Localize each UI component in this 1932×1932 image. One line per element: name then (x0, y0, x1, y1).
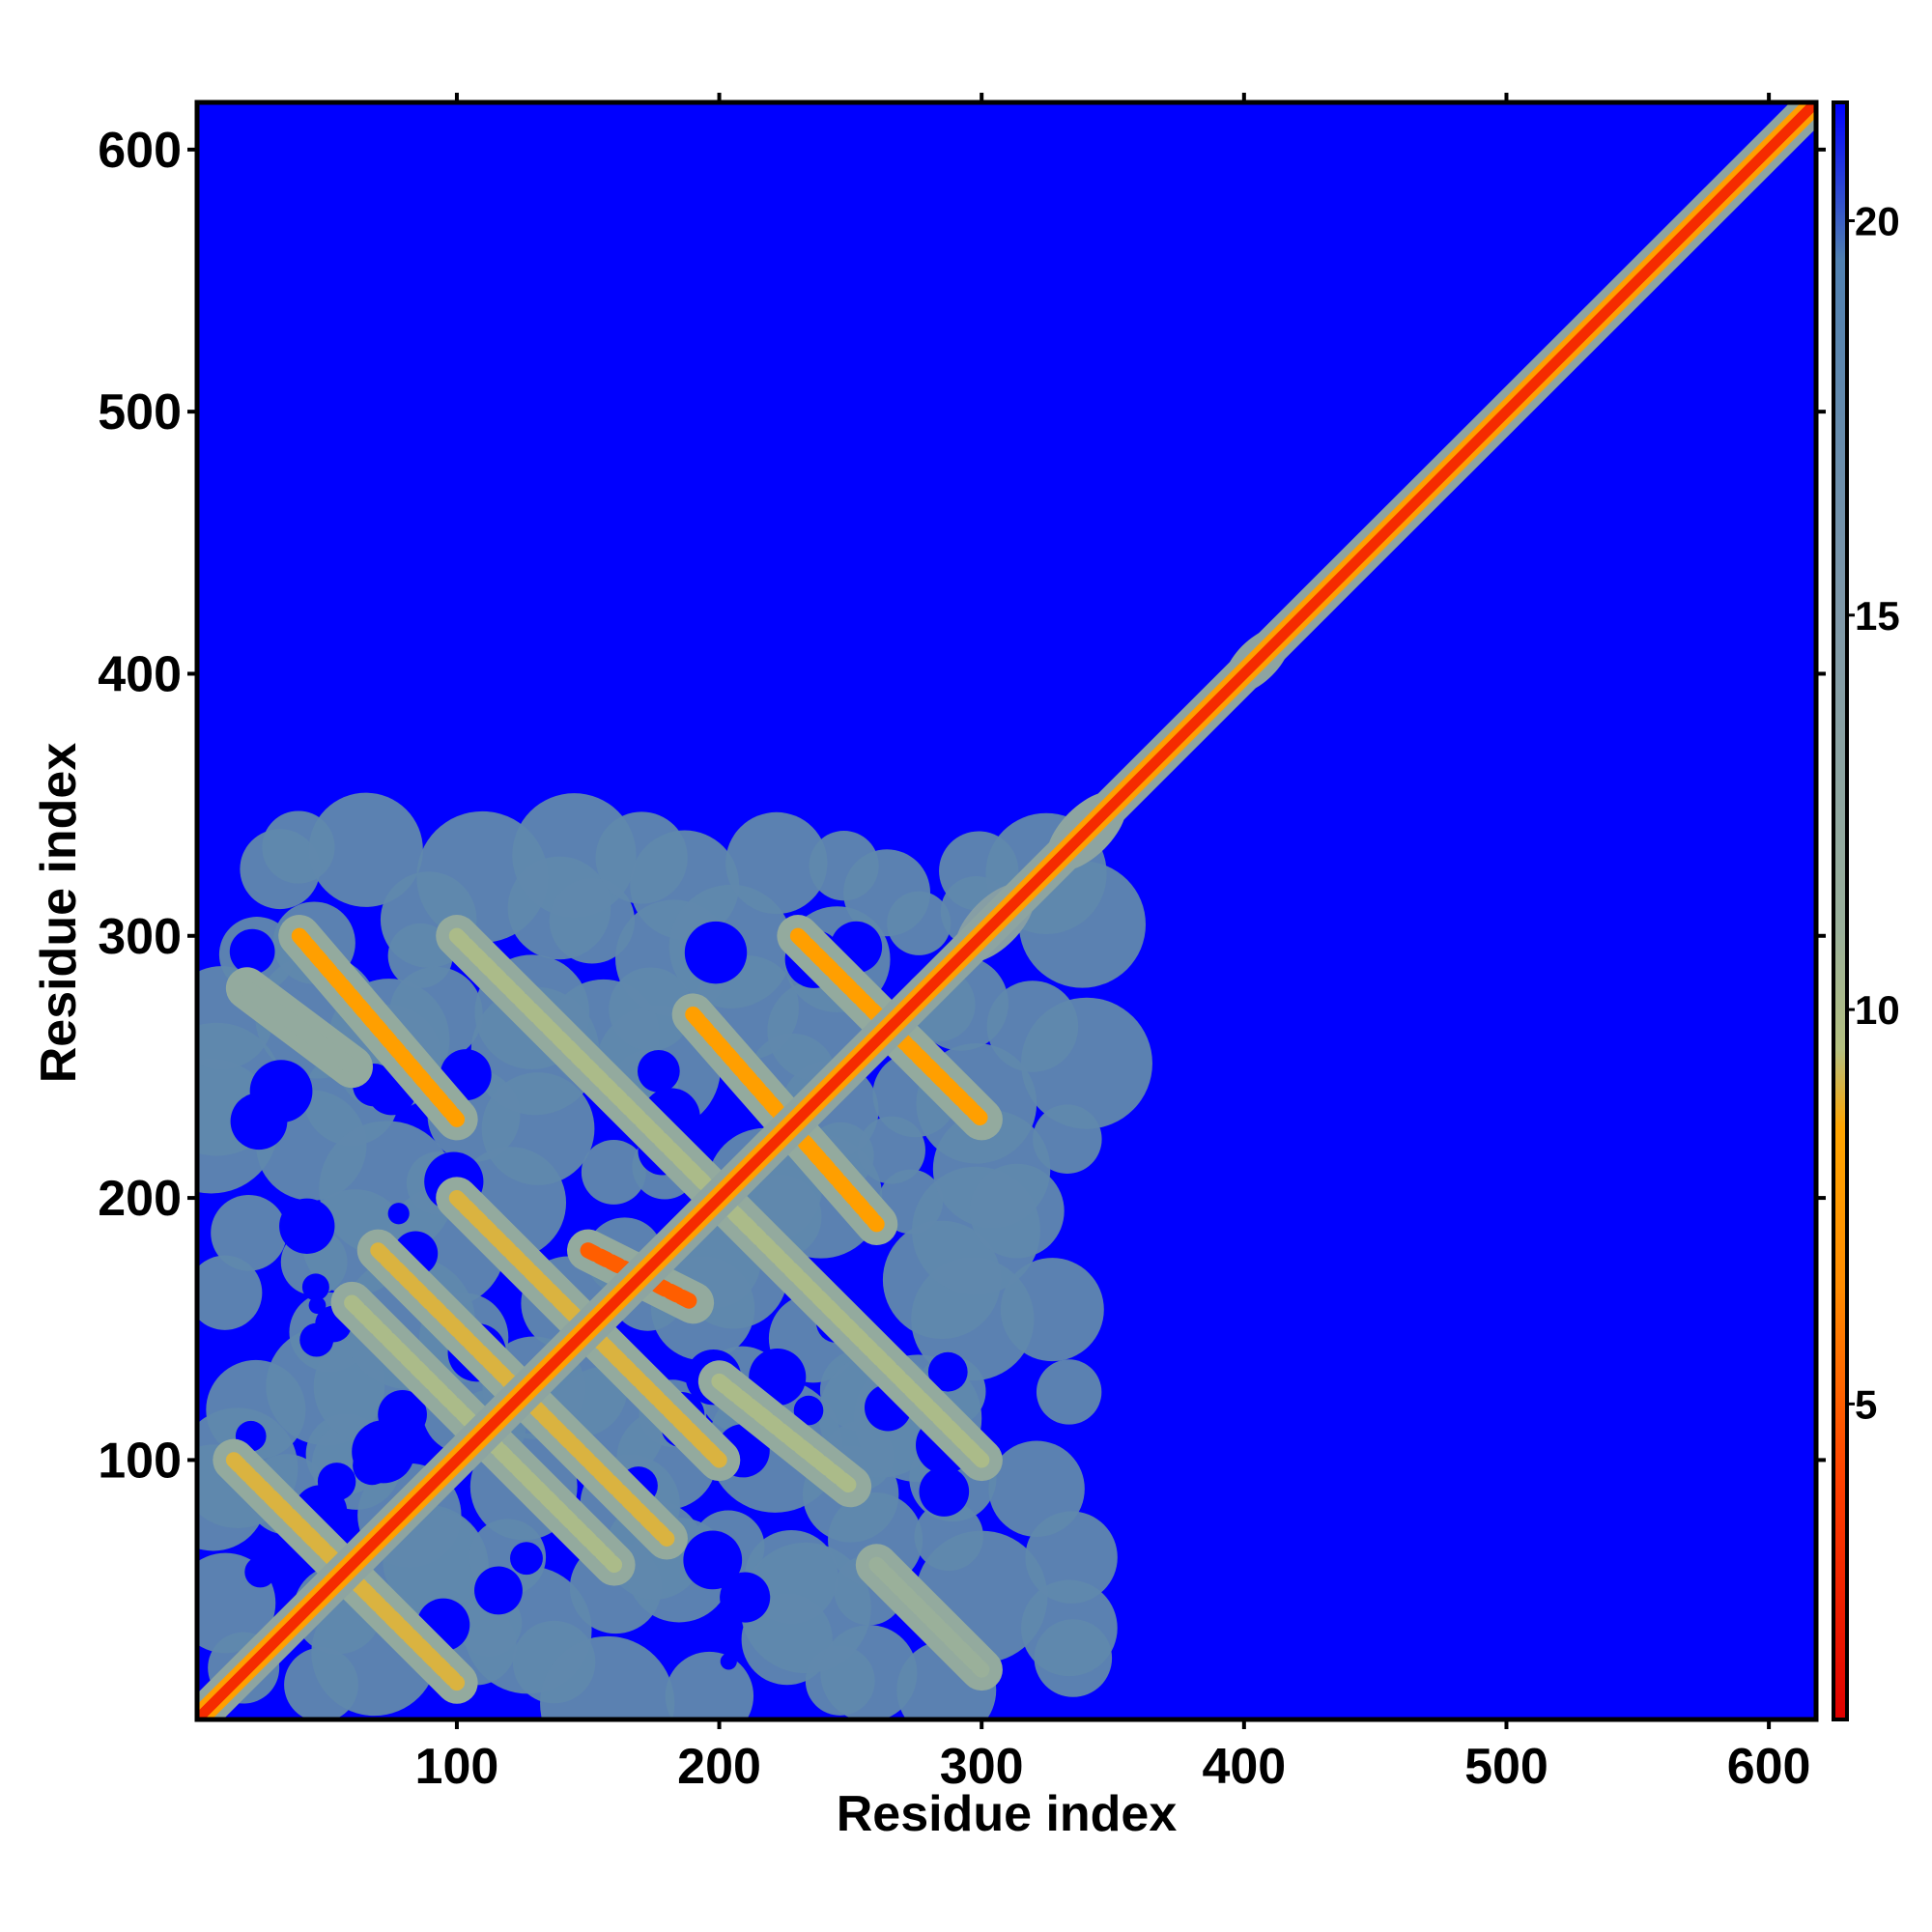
domain-contact-patch (1000, 1258, 1104, 1362)
domain-contact-patch (308, 792, 423, 907)
domain-contact-patch (969, 1163, 1065, 1259)
colorbar-tick-label: 5 (1855, 1381, 1877, 1427)
non-contact-hole (793, 1395, 824, 1426)
domain-contact-patch (988, 1440, 1085, 1537)
non-contact-hole (244, 1556, 276, 1588)
y-tick-label: 600 (98, 123, 182, 179)
colorbar-gradient (1832, 100, 1849, 1721)
domain-contact-patch (820, 1625, 918, 1719)
colorbar-tick-label: 20 (1855, 198, 1900, 243)
contact-band (239, 980, 360, 1075)
non-contact-hole (229, 928, 275, 975)
x-tick-label: 500 (1464, 1739, 1548, 1795)
non-contact-hole (474, 1566, 523, 1615)
domain-contact-patch (665, 1651, 754, 1719)
domain-contact-patch (540, 1635, 675, 1719)
diagonal-band (197, 102, 1816, 1719)
contact-band (291, 927, 466, 1127)
non-contact-hole (308, 1296, 327, 1315)
non-contact-hole (720, 1653, 737, 1670)
non-contact-hole (301, 1273, 329, 1301)
plot-frame (194, 99, 1819, 1722)
non-contact-hole (249, 1060, 313, 1123)
non-contact-hole (683, 1530, 743, 1590)
y-tick-label: 400 (98, 646, 182, 702)
domain-contact-patch (549, 878, 636, 964)
colorbar: 5 10 15 20 (1832, 100, 1900, 1721)
contact-band (711, 1373, 859, 1494)
diagonal-core (197, 102, 1816, 1719)
contact-band (868, 1556, 990, 1678)
heatmap-plot-area (197, 102, 1816, 1719)
x-tick-label: 100 (415, 1739, 499, 1795)
x-tick-label: 600 (1727, 1739, 1811, 1795)
domain-contact-patch (383, 1509, 486, 1612)
domain-contact-patch (211, 1195, 287, 1271)
domain-contact-patch (197, 1255, 263, 1330)
domain-contact-patch (581, 1140, 646, 1205)
non-contact-hole (684, 921, 748, 984)
domain-contact-patch (1036, 1359, 1102, 1425)
y-tick-label: 200 (98, 1171, 182, 1227)
y-tick-label: 100 (98, 1433, 182, 1489)
colorbar-tick-label: 10 (1855, 987, 1900, 1033)
x-tick-label: 400 (1202, 1739, 1286, 1795)
colorbar-tick-label: 15 (1855, 593, 1900, 639)
domain-contact-patch (843, 849, 931, 937)
non-contact-hole (637, 1050, 680, 1093)
y-tick-label: 300 (98, 909, 182, 965)
non-contact-hole (510, 1542, 543, 1576)
x-tick-label: 200 (677, 1739, 761, 1795)
non-contact-hole (720, 1572, 771, 1623)
y-tick-label: 500 (98, 384, 182, 440)
non-contact-hole (919, 1466, 970, 1517)
domain-contact-patch (1021, 1579, 1118, 1677)
non-contact-hole (378, 1390, 427, 1439)
non-contact-hole (353, 1446, 392, 1486)
x-tick-label: 300 (940, 1739, 1024, 1795)
non-contact-hole (387, 1203, 410, 1225)
non-contact-hole (927, 1351, 968, 1392)
axes: 100 200 300 400 500 600 100 200 300 400 500 600 (98, 93, 1826, 1795)
non-contact-hole (279, 1198, 335, 1254)
x-axis-title: Residue index (837, 1786, 1178, 1842)
y-axis-title: Residue index (31, 743, 87, 1084)
domain-contact-patch (986, 980, 1079, 1072)
domain-contact-patch (725, 811, 828, 915)
